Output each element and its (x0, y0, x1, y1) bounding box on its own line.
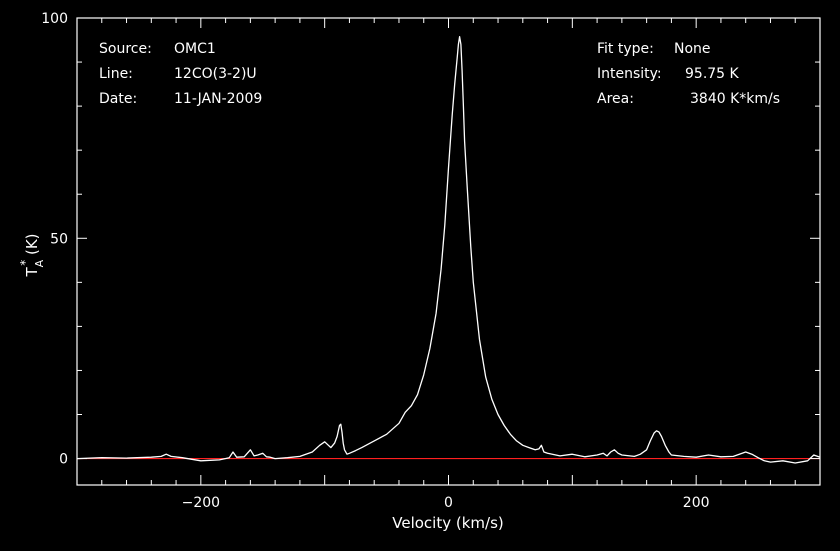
y-axis-label-sup: * (18, 260, 32, 266)
intensity-value: 95.75 K (685, 66, 740, 82)
y-tick-label: 0 (59, 452, 68, 468)
line-label: Line: (99, 66, 133, 82)
fit-type-label: Fit type: (597, 41, 654, 57)
source-label: Source: (99, 41, 152, 57)
source-value: OMC1 (174, 41, 216, 57)
area-label: Area: (597, 91, 634, 107)
series-layer (77, 36, 820, 464)
x-axis-label: Velocity (km/s) (392, 514, 503, 532)
y-tick-label: 50 (50, 231, 68, 247)
fit-type-value: None (674, 41, 711, 57)
y-axis-label: TA* (K) (18, 233, 46, 277)
date-value: 11-JAN-2009 (174, 91, 262, 107)
y-axis-label-main: T (23, 267, 41, 278)
y-tick-label: 100 (41, 11, 68, 27)
x-tick-label: 200 (683, 495, 710, 511)
ticks-layer: −200 0 200 0 50 100 (41, 11, 821, 511)
info-right: Fit type: None Intensity: 95.75 K Area: … (597, 41, 780, 107)
spectrum-line (77, 36, 820, 464)
y-axis-label-unit: (K) (23, 233, 41, 259)
intensity-label: Intensity: (597, 66, 662, 82)
line-value: 12CO(3-2)U (174, 66, 257, 82)
date-label: Date: (99, 91, 137, 107)
x-tick-label: −200 (182, 495, 220, 511)
y-axis-label-sub: A (33, 259, 46, 267)
info-left: Source: OMC1 Line: 12CO(3-2)U Date: 11-J… (99, 41, 262, 107)
area-value: 3840 K*km/s (690, 91, 780, 107)
x-tick-label: 0 (444, 495, 453, 511)
